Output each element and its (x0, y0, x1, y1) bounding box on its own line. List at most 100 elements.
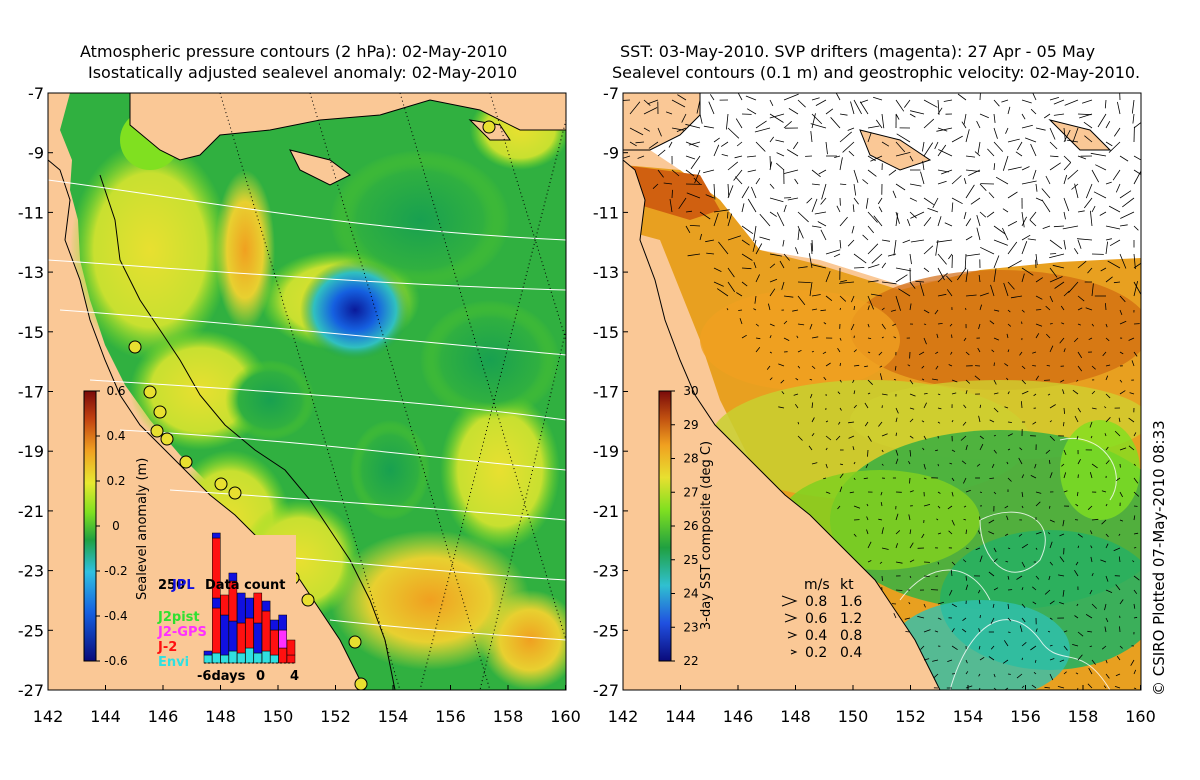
velocity-vector (937, 617, 942, 620)
velocity-vector (1077, 654, 1083, 661)
velocity-vector (1007, 260, 1022, 269)
velocity-vector (895, 141, 906, 153)
velocity-vector (965, 129, 970, 143)
velocity-vector (755, 120, 767, 129)
velocity-vector (938, 149, 953, 157)
velocity-vector (678, 197, 687, 210)
velocity-vector (1107, 260, 1121, 269)
velocity-vector (629, 101, 641, 115)
velocity-vector (1077, 459, 1081, 465)
velocity-vector (839, 157, 843, 171)
velocity-vector (989, 419, 995, 423)
velocity-vector (936, 127, 953, 132)
velocity-vector (1133, 477, 1139, 484)
velocity-vector (1073, 248, 1079, 255)
velocity-vector (836, 205, 841, 213)
velocity-vector (1076, 238, 1093, 241)
velocity-vector (1021, 99, 1032, 104)
velocity-vector (1109, 239, 1121, 247)
velocity-vector (1115, 673, 1121, 677)
velocity-vector (963, 337, 967, 342)
velocity-vector (657, 169, 664, 178)
velocity-vector (936, 333, 939, 339)
histogram-bar-segment (278, 614, 287, 631)
velocity-vector (665, 111, 673, 115)
velocity-vector (747, 198, 757, 213)
velocity-vector (1087, 267, 1093, 274)
velocity-vector (1063, 155, 1071, 163)
lat-tick-label: -11 (18, 203, 44, 222)
velocity-vector (965, 379, 971, 384)
velocity-vector (1063, 162, 1072, 171)
velocity-vector (769, 183, 775, 189)
velocity-vector (1035, 491, 1042, 494)
lat-tick-label: -15 (593, 323, 619, 342)
velocity-vector (681, 113, 687, 123)
lon-tick-label: 146 (148, 707, 179, 726)
velocity-vector (867, 225, 875, 234)
velocity-vector (1105, 417, 1111, 423)
velocity-vector (820, 309, 827, 312)
velocity-vector (988, 656, 995, 661)
velocity-vector (867, 323, 870, 328)
velocity-vector (888, 169, 897, 176)
velocity-vector (811, 308, 818, 311)
velocity-vector (1119, 320, 1127, 325)
velocity-vector (867, 351, 871, 354)
velocity-kt-value: 0.8 (840, 628, 862, 644)
velocity-vector (1021, 234, 1031, 241)
velocity-vector (965, 584, 969, 591)
velocity-vector (811, 350, 814, 353)
velocity-vector (1130, 659, 1135, 666)
velocity-vector (898, 288, 911, 297)
velocity-vector (895, 183, 906, 191)
inset-xlabel-end: 4 (290, 669, 299, 684)
velocity-vector (908, 602, 911, 605)
velocity-vector (863, 477, 869, 480)
velocity-vector (1032, 351, 1037, 354)
velocity-vector (993, 163, 996, 171)
lat-tick-label: -7 (28, 84, 44, 103)
velocity-vector (993, 379, 997, 385)
velocity-vector (1049, 276, 1063, 283)
velocity-vector (859, 101, 869, 115)
velocity-vector (853, 404, 857, 409)
velocity-vector (948, 253, 953, 260)
velocity-vector (797, 281, 811, 283)
velocity-vector (965, 489, 971, 493)
velocity-vector (1021, 617, 1026, 623)
velocity-vector (923, 217, 932, 227)
velocity-vector (1133, 122, 1141, 129)
velocity-vector (1060, 305, 1065, 311)
histogram-bar-segment (270, 629, 279, 656)
velocity-vector (755, 347, 761, 353)
lon-tick-label: 150 (263, 707, 294, 726)
velocity-vector (979, 292, 989, 297)
velocity-vector (709, 94, 715, 101)
velocity-vector (1067, 169, 1079, 180)
velocity-vector (853, 533, 857, 537)
histogram-bar-segment (236, 652, 246, 664)
velocity-vector (918, 351, 925, 356)
velocity-vector (699, 233, 702, 241)
velocity-vector (993, 309, 1000, 312)
velocity-vector (1113, 281, 1121, 284)
velocity-vector (917, 616, 925, 619)
velocity-vector (991, 349, 995, 353)
velocity-vector (993, 99, 1000, 107)
velocity-vector (1010, 295, 1023, 299)
velocity-vector (1131, 360, 1135, 367)
velocity-vector (1059, 533, 1065, 537)
velocity-vector (980, 246, 995, 255)
velocity-vector (755, 243, 763, 255)
velocity-vector (993, 449, 997, 454)
velocity-vector (1059, 337, 1065, 344)
histogram-bar-segment (253, 592, 263, 624)
velocity-vector (850, 101, 855, 115)
colorbar-tick-label: 22 (683, 654, 698, 668)
velocity-vector (867, 280, 879, 283)
velocity-vector (867, 379, 873, 385)
velocity-vector (830, 117, 841, 129)
velocity-vector (881, 463, 884, 466)
velocity-vector (794, 403, 799, 409)
